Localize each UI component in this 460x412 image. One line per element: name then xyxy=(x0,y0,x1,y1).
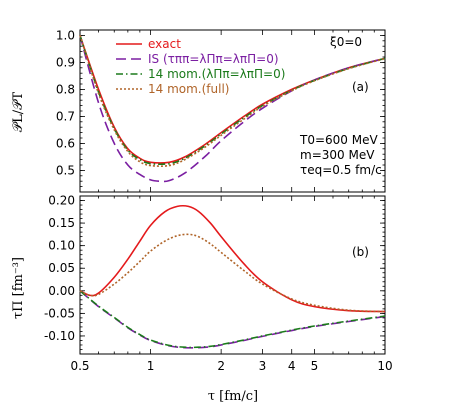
y-tick-label: 0.00 xyxy=(48,284,75,298)
plot-frame-1 xyxy=(79,195,386,355)
legend-label-3: 14 mom.(full) xyxy=(148,82,229,96)
x-tick-label: 5 xyxy=(311,359,319,373)
panel-a-plot-area: 0.5 0.6 0.7 0.8 0.9 1.0 xyxy=(56,28,386,193)
y-tick-label: -0.05 xyxy=(44,306,75,320)
x-tick-label: 4 xyxy=(288,359,296,373)
xi0-annotation: ξ0=0 xyxy=(330,35,362,49)
legend-label-0: exact xyxy=(148,37,181,51)
x-tick-label: 0.5 xyxy=(70,359,89,373)
y-tick-label: 0.8 xyxy=(56,82,75,96)
y-tick-label: 0.15 xyxy=(48,216,75,230)
series-line-2 xyxy=(79,290,386,349)
y-tick-label: 0.6 xyxy=(56,136,75,150)
series-line-0 xyxy=(79,204,386,313)
y-tick-label: 0.5 xyxy=(56,163,75,177)
panel-b-plot-area: -0.10 -0.05 0.00 0.05 0.10 0.15 0.20 0.5 1 2 3 4 5 10 xyxy=(44,194,393,373)
y-tick-label: 0.10 xyxy=(48,239,75,253)
y-tick-label: 0.7 xyxy=(56,109,75,123)
panel-b-label: (b) xyxy=(352,245,369,259)
T0-annotation: T0=600 MeV xyxy=(299,133,378,147)
tau-eq-annotation: τeq=0.5 fm/c xyxy=(300,163,382,177)
series-line-1 xyxy=(79,290,386,349)
y-tick-label: 1.0 xyxy=(56,28,75,42)
legend-label-2: 14 mom.(λΠπ=λπΠ=0) xyxy=(148,67,285,81)
x-tick-label: 1 xyxy=(147,359,155,373)
panel-a-y-axis-title: 𝒫L/𝒫T xyxy=(11,91,26,132)
y-tick-label: 0.20 xyxy=(48,194,75,208)
legend-label-1: IS (τππ=λΠπ=λπΠ=0) xyxy=(148,52,279,66)
panel-a-label: (a) xyxy=(352,80,369,94)
y-tick-label: -0.10 xyxy=(44,329,75,343)
mass-annotation: m=300 MeV xyxy=(300,148,375,162)
series-line-3 xyxy=(79,233,386,313)
y-tick-label: 0.05 xyxy=(48,261,75,275)
x-tick-label: 10 xyxy=(377,359,392,373)
x-tick-label: 3 xyxy=(259,359,267,373)
x-axis-title: τ [fm/c] xyxy=(208,389,258,404)
series-line-3 xyxy=(79,35,386,167)
y-tick-label: 0.9 xyxy=(56,55,75,69)
panel-b-y-axis-title: τΠ [fm⁻³] xyxy=(11,257,26,319)
x-tick-label: 2 xyxy=(217,359,225,373)
